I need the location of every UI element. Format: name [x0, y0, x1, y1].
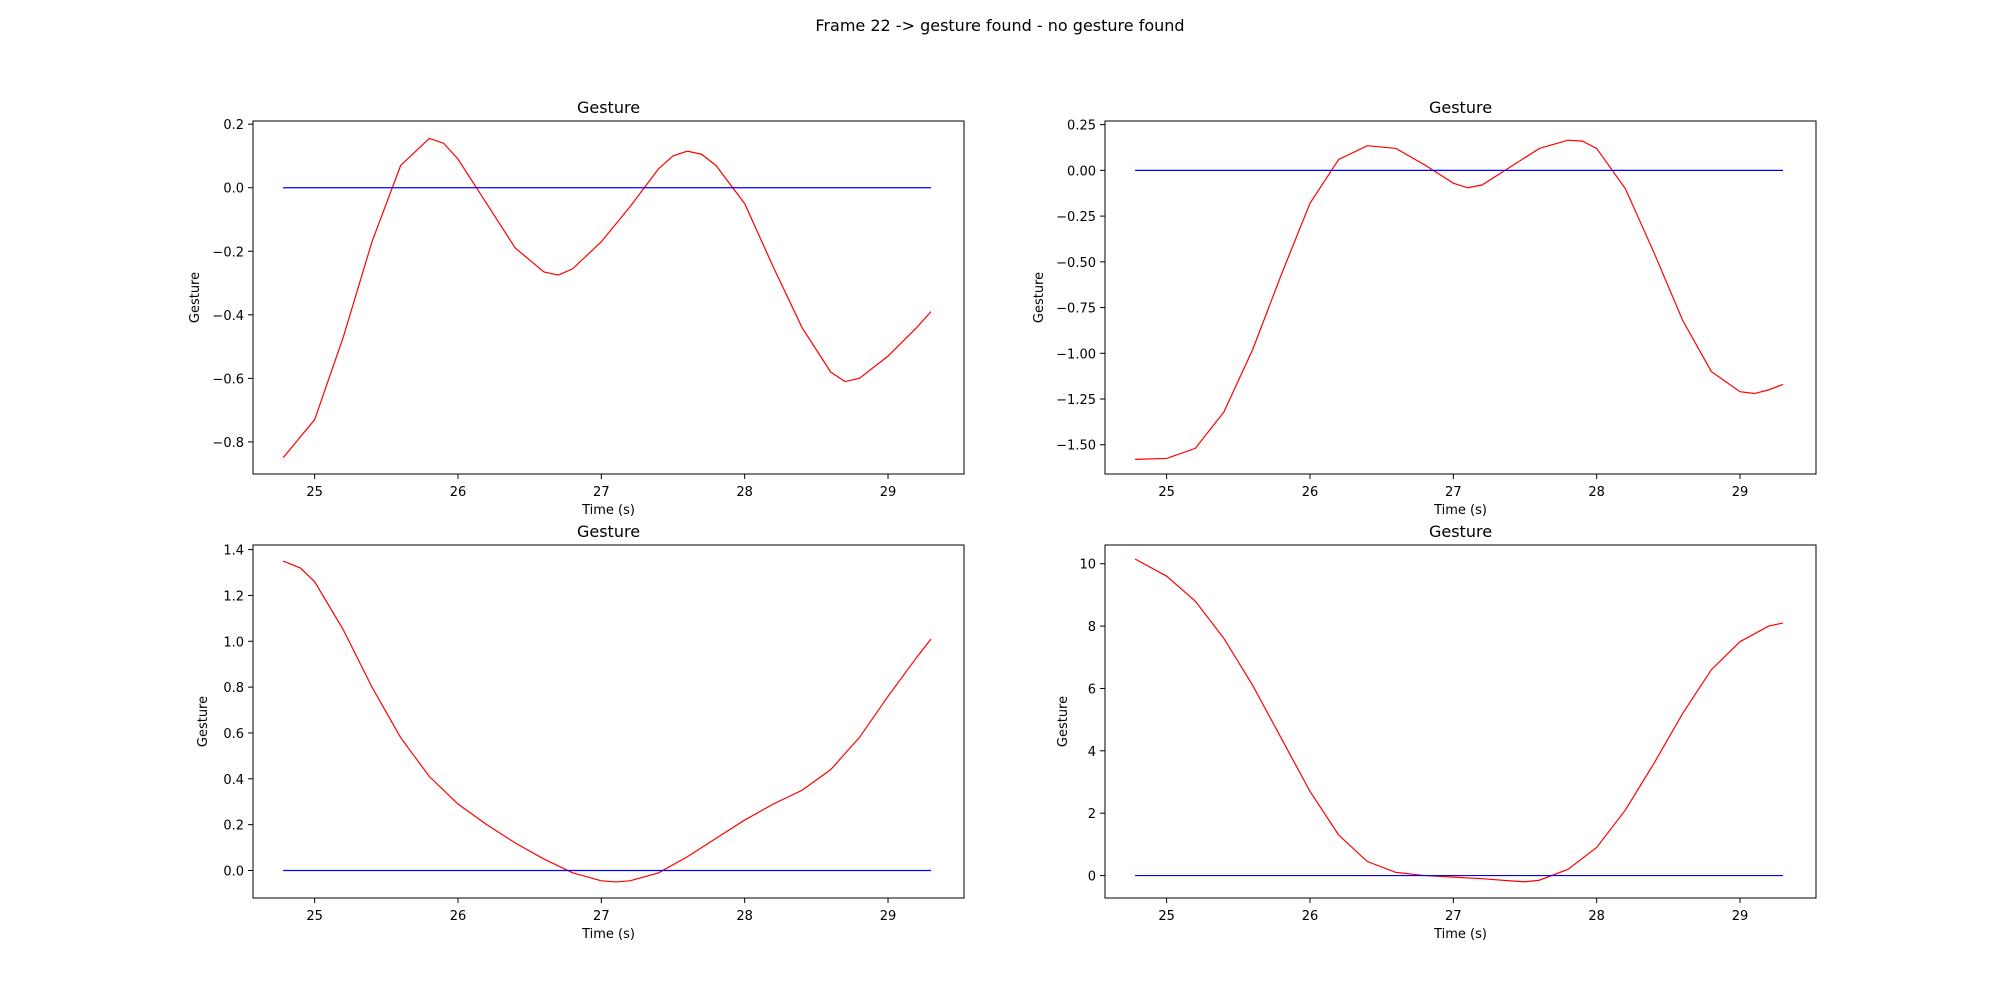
series-line-1	[1134, 558, 1784, 883]
y-axis-label: Gesture	[188, 272, 203, 323]
y-tick-label: 0	[1088, 870, 1096, 885]
x-tick-label: 25	[1158, 485, 1175, 500]
y-tick-label: 1.2	[223, 589, 244, 604]
y-tick-label: 6	[1088, 682, 1096, 697]
y-tick-label: −0.75	[1056, 302, 1096, 317]
subplot-3: 25 26 27 28 29 0.0 0.2 0.4 0.6 0.8 1.0 1.2 1.4 Gestur…	[196, 522, 965, 942]
x-tick-label: 26	[450, 909, 467, 924]
x-tick-label: 25	[1158, 909, 1175, 924]
y-tick-label: −0.25	[1056, 210, 1096, 225]
x-tick-label: 27	[1445, 485, 1462, 500]
y-tick-label: 4	[1088, 745, 1096, 760]
axes-frame	[1104, 544, 1817, 899]
x-tick-label: 29	[1732, 485, 1749, 500]
x-tick-label: 26	[450, 485, 467, 500]
x-tick-label: 28	[736, 485, 753, 500]
y-tick-label: 0.8	[223, 681, 244, 696]
x-axis-label: Time (s)	[1433, 503, 1487, 518]
axes-frame	[252, 544, 965, 899]
x-tick-label: 26	[1302, 485, 1319, 500]
x-tick-label: 25	[306, 485, 323, 500]
y-tick-label: −0.50	[1056, 256, 1096, 271]
y-tick-label: −1.25	[1056, 393, 1096, 408]
subplot-title: Gesture	[1429, 98, 1492, 117]
axes-frame	[1104, 120, 1817, 475]
x-axis-label: Time (s)	[581, 927, 635, 942]
subplot-1: 25 26 27 28 29 −0.8 −0.6 −0.4 −0.2 0.0 0.2 Gesture T…	[188, 98, 965, 518]
series-line-1	[282, 137, 932, 459]
y-tick-label: −0.4	[212, 309, 244, 324]
y-tick-label: 1.4	[223, 544, 244, 559]
subplot-title: Gesture	[577, 522, 640, 541]
y-tick-label: 1.0	[223, 635, 244, 650]
x-axis-label: Time (s)	[581, 503, 635, 518]
subplot-title: Gesture	[577, 98, 640, 117]
axes-frame	[252, 120, 965, 475]
x-tick-label: 29	[880, 909, 897, 924]
y-tick-label: −1.50	[1056, 439, 1096, 454]
x-tick-label: 29	[880, 485, 897, 500]
y-tick-label: 10	[1079, 558, 1096, 573]
subplot-2: 25 26 27 28 29 −1.50 −1.25 −1.00 −0.75 −0.50 −0.25…	[1032, 98, 1817, 518]
x-tick-label: 28	[1588, 485, 1605, 500]
x-tick-label: 29	[1732, 909, 1749, 924]
y-axis-label: Gesture	[1032, 272, 1047, 323]
series-line-1	[1135, 139, 1784, 460]
subplot-title: Gesture	[1429, 522, 1492, 541]
y-axis-label: Gesture	[1056, 696, 1071, 747]
y-tick-label: 0.25	[1067, 119, 1096, 134]
figure-title: Frame 22 -> gesture found - no gesture f…	[815, 16, 1185, 35]
y-tick-label: 0.6	[223, 727, 244, 742]
y-tick-label: 0.2	[223, 819, 244, 834]
subplot-4: 25 26 27 28 29 0 2 4 6 8 10 Gesture Time (s) Gesture	[1056, 522, 1817, 942]
series-line-1	[282, 560, 932, 883]
y-tick-label: 8	[1088, 620, 1096, 635]
y-tick-label: −0.6	[212, 372, 244, 387]
y-tick-label: −1.00	[1056, 347, 1096, 362]
x-tick-label: 27	[593, 909, 610, 924]
x-tick-label: 28	[736, 909, 753, 924]
y-tick-label: 2	[1088, 807, 1096, 822]
y-tick-label: 0.0	[223, 182, 244, 197]
y-axis-label: Gesture	[196, 696, 211, 747]
y-tick-label: 0.4	[223, 773, 244, 788]
x-tick-label: 27	[593, 485, 610, 500]
y-tick-label: 0.0	[223, 864, 244, 879]
x-axis-label: Time (s)	[1433, 927, 1487, 942]
x-tick-label: 27	[1445, 909, 1462, 924]
y-tick-label: 0.2	[223, 118, 244, 133]
y-tick-label: −0.2	[212, 245, 244, 260]
x-tick-label: 28	[1588, 909, 1605, 924]
x-tick-label: 26	[1302, 909, 1319, 924]
x-tick-label: 25	[306, 909, 323, 924]
y-tick-label: 0.00	[1067, 164, 1096, 179]
y-tick-label: −0.8	[212, 436, 244, 451]
